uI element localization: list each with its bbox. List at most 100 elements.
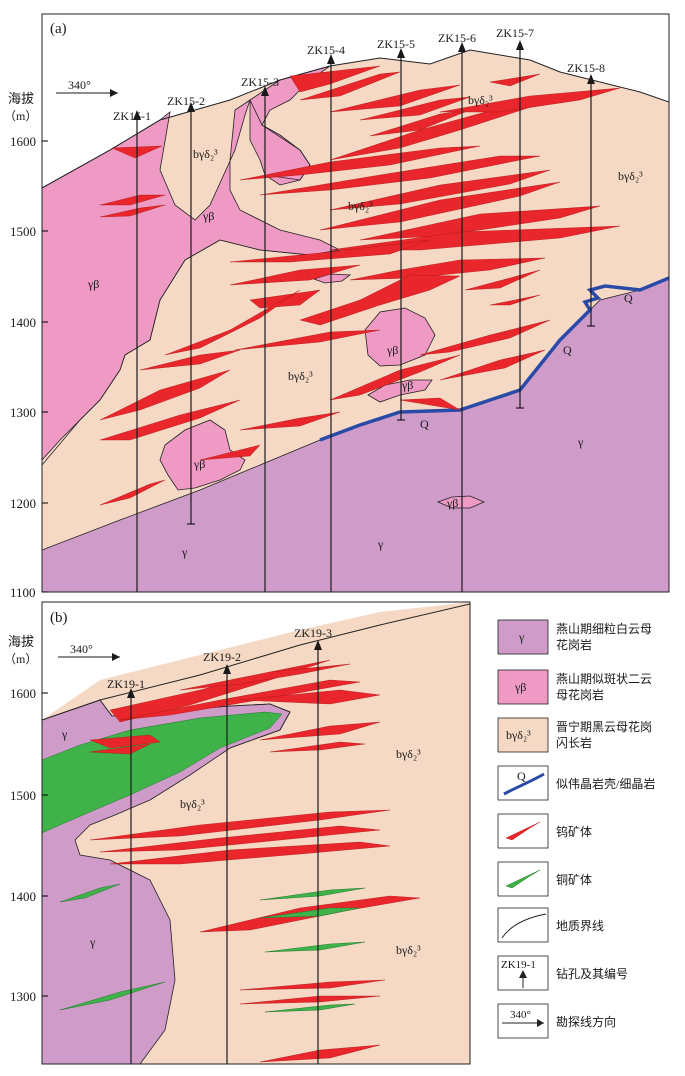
legend-item-copper: 铜矿体 bbox=[497, 861, 592, 897]
boundary-curve-a2 bbox=[42, 239, 341, 466]
hole-labels-b: ZK19-1 ZK19-2 ZK19-3 bbox=[107, 626, 332, 691]
hole-label: ZK15-6 bbox=[438, 31, 476, 45]
legend-item-two-mica-granite: γβ 燕山期似斑状二云 母花岗岩 bbox=[497, 669, 652, 705]
unit-label-gamma: γ bbox=[577, 435, 584, 449]
legend-text: 似伟晶岩壳/细晶岩 bbox=[556, 776, 655, 791]
legend-text: 闪长岩 bbox=[556, 735, 592, 750]
tungsten-lens bbox=[229, 264, 361, 286]
unit-label-q: Q bbox=[563, 343, 572, 357]
legend-text: 晋宁期黑云母花岗 bbox=[556, 719, 652, 734]
tungsten-lens bbox=[259, 155, 541, 196]
tungsten-lens bbox=[329, 84, 461, 113]
tick-label: 1500 bbox=[10, 224, 36, 239]
legend-symbol: Q bbox=[517, 769, 526, 783]
tungsten-lenses-a bbox=[99, 65, 621, 506]
axis-title: 海拔 bbox=[8, 634, 34, 649]
panel-b: 1600 1500 1400 1300 海拔 （m） (b) 340° ZK19… bbox=[4, 601, 471, 1065]
direction-arrow-b: 340° bbox=[58, 642, 120, 661]
unit-label-gamma-beta: γβ bbox=[193, 457, 205, 471]
tungsten-lens bbox=[164, 289, 301, 356]
hole-labels-a: ZK15-1 ZK15-2 ZK15-3 ZK15-4 ZK15-5 ZK15-… bbox=[113, 26, 605, 123]
tungsten-lens bbox=[239, 995, 381, 1005]
tungsten-lens bbox=[259, 721, 381, 741]
hole-label: ZK15-2 bbox=[167, 94, 205, 108]
copper-lens bbox=[259, 907, 361, 919]
panel-a-frame bbox=[41, 13, 670, 593]
two-mica-granite-blob-a4 bbox=[436, 495, 486, 509]
tick-label: 1300 bbox=[10, 405, 36, 420]
unit-label-granodiorite: bγδ₂³ bbox=[193, 147, 218, 161]
tick-label: 1100 bbox=[10, 585, 36, 600]
unit-label-q: Q bbox=[420, 417, 429, 431]
unit-label-granodiorite: bγδ₂³ bbox=[396, 943, 421, 957]
tungsten-lens bbox=[359, 96, 471, 121]
legend-text: 地质界线 bbox=[556, 919, 604, 933]
tungsten-lens bbox=[299, 71, 401, 101]
copper-lens bbox=[264, 941, 366, 953]
hole-label: ZK19-1 bbox=[107, 677, 145, 691]
hole-label: ZK15-4 bbox=[307, 43, 345, 57]
tungsten-lens bbox=[109, 841, 391, 865]
legend-item-muscovite-granite: γ 燕山期细粒白云母 花岗岩 bbox=[497, 619, 652, 655]
legend-text: 钻孔及其编号 bbox=[556, 966, 628, 981]
axis-unit: （m） bbox=[4, 109, 37, 123]
hole-label: ZK15-1 bbox=[113, 109, 151, 123]
tungsten-lens bbox=[99, 369, 231, 421]
two-mica-granite-blob-a1 bbox=[159, 419, 246, 491]
panel-b-frame bbox=[41, 601, 471, 1065]
tungsten-lens bbox=[234, 329, 381, 351]
legend-symbol: γ bbox=[518, 630, 525, 644]
unit-label-gamma-beta: γβ bbox=[446, 496, 458, 510]
legend-text: 铜矿体 bbox=[556, 872, 592, 887]
tungsten-lens bbox=[489, 73, 541, 87]
tungsten-lens bbox=[329, 354, 461, 401]
tungsten-lens bbox=[139, 349, 241, 371]
panel-a: 1600 1500 1400 1300 1200 1100 海拔 （m） (a)… bbox=[4, 13, 670, 600]
copper-lens bbox=[59, 883, 121, 903]
tungsten-lens bbox=[99, 194, 166, 206]
axis-unit: （m） bbox=[4, 652, 37, 666]
topography-line-b bbox=[42, 603, 470, 721]
unit-label-gamma: γ bbox=[89, 935, 96, 949]
legend: γ 燕山期细粒白云母 花岗岩 γβ 燕山期似斑状二云 母花岗岩 bγδ₂³ 晋宁… bbox=[497, 619, 655, 1039]
boundary-curve-a1 bbox=[249, 99, 311, 181]
panel-label-b: (b) bbox=[50, 610, 68, 626]
hole-label: ZK15-5 bbox=[377, 37, 415, 51]
unit-label-granodiorite: bγδ₂³ bbox=[396, 747, 421, 761]
two-mica-granite-blob-a3 bbox=[367, 379, 433, 403]
copper-lens bbox=[59, 981, 166, 1011]
direction-label: 340° bbox=[68, 78, 91, 92]
panel-label-a: (a) bbox=[50, 21, 67, 37]
legend-symbol: γβ bbox=[514, 680, 526, 694]
legend-text: 勘探线方向 bbox=[556, 1014, 616, 1029]
tungsten-lens bbox=[239, 979, 386, 991]
unit-label-granodiorite: bγδ₂³ bbox=[180, 797, 205, 811]
two-mica-granite-blob-a2 bbox=[364, 307, 436, 367]
tick-label: 1500 bbox=[10, 788, 36, 803]
direction-label: 340° bbox=[70, 642, 93, 656]
unit-label-gamma-beta: γβ bbox=[401, 378, 413, 392]
tick-label: 1400 bbox=[10, 889, 36, 904]
legend-item-drill-hole: ZK19-1 钻孔及其编号 bbox=[497, 955, 628, 991]
hole-label: ZK19-2 bbox=[203, 650, 241, 664]
hole-label: ZK15-7 bbox=[496, 26, 534, 40]
tick-label: 1300 bbox=[10, 989, 36, 1004]
unit-label-gamma: γ bbox=[61, 727, 68, 741]
tungsten-lens bbox=[399, 397, 461, 411]
tick-label: 1600 bbox=[10, 134, 36, 149]
unit-label-granodiorite: bγδ₂³ bbox=[348, 199, 373, 213]
unit-label-granodiorite: bγδ₂³ bbox=[618, 169, 643, 183]
copper-lens bbox=[259, 887, 366, 901]
direction-arrow-a: 340° bbox=[56, 78, 118, 97]
tungsten-lens bbox=[89, 743, 151, 755]
legend-text: 花岗岩 bbox=[556, 637, 592, 652]
drill-holes-b bbox=[127, 640, 322, 1064]
legend-item-direction: 340° 勘探线方向 bbox=[497, 1003, 616, 1039]
pegmatite-shell-line-a bbox=[319, 276, 669, 442]
copper-lenses-b bbox=[59, 883, 366, 1013]
copper-lens bbox=[264, 1003, 356, 1013]
unit-labels-a: γβ γβ γβ γβ γβ γβ bγδ₂³ bγδ₂³ bγδ₂³ bγδ₂… bbox=[87, 93, 643, 559]
legend-item-boundary: 地质界线 bbox=[497, 907, 604, 943]
unit-label-gamma-beta: γβ bbox=[386, 343, 398, 357]
tungsten-lens bbox=[299, 274, 461, 326]
